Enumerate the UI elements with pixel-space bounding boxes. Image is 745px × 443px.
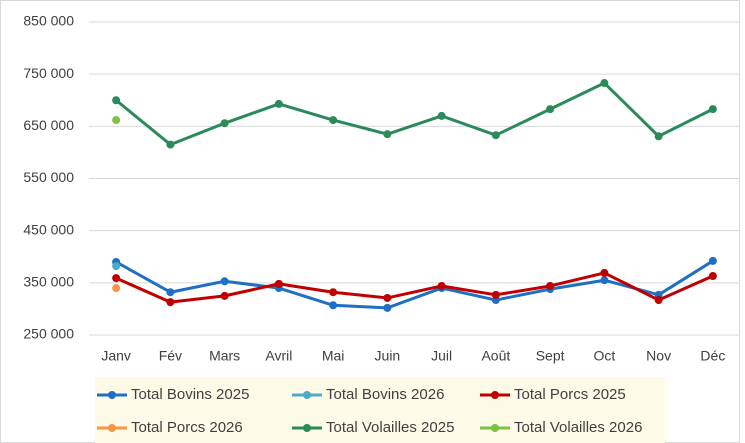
y-tick-label: 450 000 xyxy=(23,221,74,237)
data-point xyxy=(274,279,283,288)
legend-marker xyxy=(303,391,311,399)
data-point xyxy=(437,111,446,120)
data-point xyxy=(491,131,500,140)
data-point xyxy=(112,116,121,125)
data-point xyxy=(546,281,555,290)
legend-marker xyxy=(108,424,116,432)
x-tick-label: Fév xyxy=(159,348,182,364)
data-point xyxy=(654,296,663,305)
x-tick-label: Août xyxy=(481,348,510,364)
y-tick-label: 650 000 xyxy=(23,117,74,133)
legend-label: Total Porcs 2026 xyxy=(131,419,243,436)
series-line xyxy=(115,259,714,310)
x-tick-label: Mars xyxy=(209,348,240,364)
data-point xyxy=(708,272,717,281)
data-point xyxy=(546,105,555,114)
data-point xyxy=(274,99,283,108)
legend-label: Total Volailles 2026 xyxy=(514,419,642,436)
legend-label: Total Bovins 2026 xyxy=(326,386,444,403)
x-tick-label: Juin xyxy=(375,348,401,364)
legend-box xyxy=(95,377,665,443)
legend-marker xyxy=(303,424,311,432)
x-tick-label: Nov xyxy=(646,348,671,364)
legend-marker xyxy=(491,391,499,399)
y-tick-label: 750 000 xyxy=(23,65,74,81)
legend-label: Total Bovins 2025 xyxy=(131,386,249,403)
data-point xyxy=(166,288,175,297)
data-point xyxy=(220,119,229,128)
series-line xyxy=(115,271,714,304)
y-tick-label: 250 000 xyxy=(23,326,74,342)
data-point xyxy=(708,256,717,265)
data-point xyxy=(600,268,609,277)
data-point xyxy=(437,281,446,290)
legend-marker xyxy=(491,424,499,432)
data-point xyxy=(383,130,392,139)
data-point xyxy=(654,132,663,141)
data-point xyxy=(112,262,121,271)
series-line xyxy=(115,81,714,147)
data-point xyxy=(329,116,338,125)
y-tick-label: 850 000 xyxy=(23,13,74,29)
x-tick-label: Oct xyxy=(593,348,615,364)
data-point xyxy=(112,284,121,293)
data-point xyxy=(600,276,609,285)
data-point xyxy=(166,140,175,149)
x-tick-label: Avril xyxy=(265,348,292,364)
data-point xyxy=(383,293,392,302)
x-tick-label: Juil xyxy=(431,348,452,364)
data-point xyxy=(600,79,609,88)
data-point xyxy=(220,291,229,300)
data-point xyxy=(220,277,229,286)
data-point xyxy=(383,303,392,312)
data-point xyxy=(329,288,338,297)
data-point xyxy=(491,290,500,299)
x-tick-label: Mai xyxy=(322,348,345,364)
data-point xyxy=(708,105,717,114)
x-tick-label: Janv xyxy=(101,348,131,364)
x-tick-label: Déc xyxy=(700,348,725,364)
legend-label: Total Porcs 2025 xyxy=(514,386,626,403)
data-point xyxy=(166,298,175,307)
data-point xyxy=(112,274,121,283)
legend-marker xyxy=(108,391,116,399)
x-tick-label: Sept xyxy=(536,348,565,364)
y-tick-label: 550 000 xyxy=(23,169,74,185)
data-point xyxy=(329,301,338,310)
legend-label: Total Volailles 2025 xyxy=(326,419,454,436)
data-point xyxy=(112,96,121,105)
y-tick-label: 350 000 xyxy=(23,274,74,290)
